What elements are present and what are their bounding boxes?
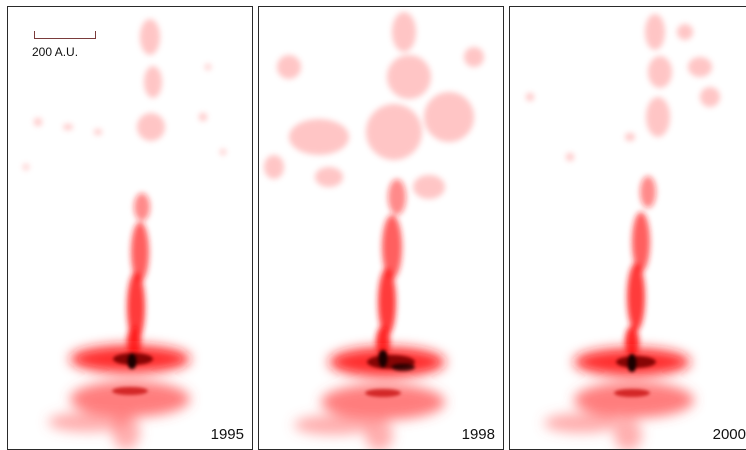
scale-bar [34, 31, 96, 39]
scale-bar-label: 200 A.U. [32, 45, 79, 59]
image-panel-1998: 1998 [258, 6, 504, 450]
jet-image-1998 [264, 12, 484, 449]
image-panel-1995: 200 A.U. 1995 [7, 6, 253, 450]
year-label: 2000 [712, 426, 746, 443]
year-label: 1995 [210, 426, 244, 443]
year-label: 1998 [461, 426, 495, 443]
jet-image-2000 [526, 14, 720, 449]
image-panel-2000: 2000 [509, 6, 746, 450]
jet-image-1995 [23, 19, 226, 449]
